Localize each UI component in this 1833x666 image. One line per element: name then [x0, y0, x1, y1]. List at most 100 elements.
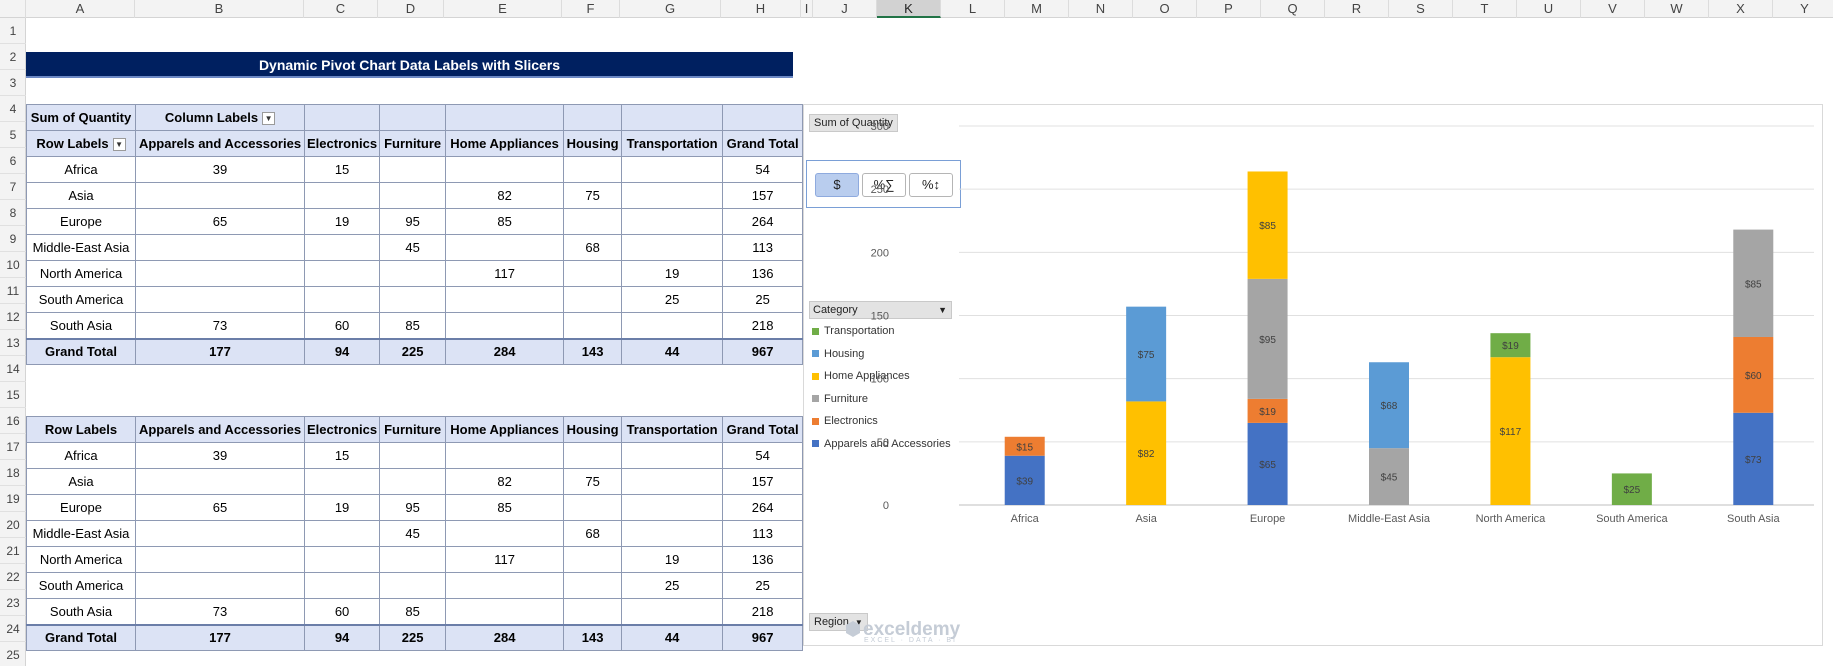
select-all-corner[interactable]	[0, 0, 26, 18]
value-cell[interactable]	[303, 182, 381, 209]
value-cell[interactable]	[135, 182, 305, 209]
bar-segment[interactable]	[1126, 306, 1167, 402]
value-cell[interactable]	[563, 286, 623, 313]
grand-total-cell[interactable]: 177	[135, 337, 305, 365]
row-header[interactable]: 23	[0, 590, 26, 616]
pivot-row[interactable]: Africa 39 15 54	[26, 156, 804, 183]
row-header[interactable]: 3	[0, 70, 26, 96]
grand-total-cell[interactable]: 967	[722, 623, 804, 651]
pivot-header-cell[interactable]: Housing	[563, 130, 623, 157]
value-cell[interactable]	[563, 208, 623, 235]
row-header[interactable]: 17	[0, 434, 26, 460]
value-cell[interactable]: 85	[445, 494, 565, 521]
row-header[interactable]: 12	[0, 304, 26, 330]
grand-total-row[interactable]: Grand Total 177 94 225 284 143 44 967	[26, 337, 804, 365]
pivot-header-cell[interactable]: Apparels and Accessories	[135, 416, 305, 443]
value-cell[interactable]	[563, 572, 623, 599]
pivot-chart[interactable]: Sum of Quantity $ %∑ %↕ Category ▼ Trans…	[803, 104, 1823, 646]
value-cell[interactable]: 68	[563, 234, 623, 261]
value-cell[interactable]	[445, 572, 565, 599]
legend-field-button[interactable]: Category ▼	[809, 301, 952, 319]
grand-total-cell[interactable]: 284	[445, 337, 565, 365]
column-header[interactable]: P	[1197, 0, 1261, 18]
grand-total-label[interactable]: Grand Total	[26, 623, 136, 651]
dollar-format-button[interactable]: $	[815, 173, 859, 197]
value-cell[interactable]	[379, 442, 447, 469]
value-cell[interactable]: 54	[722, 156, 804, 183]
bar-segment[interactable]	[1247, 422, 1288, 505]
value-cell[interactable]: 95	[379, 494, 447, 521]
grand-total-cell[interactable]: 44	[621, 623, 724, 651]
value-cell[interactable]: 157	[722, 468, 804, 495]
row-label-cell[interactable]: North America	[26, 260, 136, 287]
column-header[interactable]: R	[1325, 0, 1389, 18]
row-header[interactable]: 11	[0, 278, 26, 304]
value-cell[interactable]: 117	[445, 260, 565, 287]
value-cell[interactable]: 25	[722, 572, 804, 599]
value-cell[interactable]	[379, 286, 447, 313]
column-header[interactable]: E	[444, 0, 562, 18]
value-cell[interactable]	[303, 468, 381, 495]
row-header[interactable]: 22	[0, 564, 26, 590]
value-cell[interactable]	[135, 468, 305, 495]
pivot-corner-label[interactable]: Sum of Quantity	[26, 104, 136, 131]
grand-total-row[interactable]: Grand Total 177 94 225 284 143 44 967	[26, 623, 804, 651]
value-cell[interactable]	[379, 260, 447, 287]
row-label-cell[interactable]: North America	[26, 546, 136, 573]
value-cell[interactable]	[379, 572, 447, 599]
column-header[interactable]: F	[562, 0, 620, 18]
row-header[interactable]: 7	[0, 174, 26, 200]
bar-segment[interactable]	[1247, 278, 1288, 399]
value-cell[interactable]	[621, 468, 724, 495]
pivot-row[interactable]: North America 117 19 136	[26, 260, 804, 287]
bar-segment[interactable]	[1611, 473, 1652, 505]
row-label-cell[interactable]: Europe	[26, 208, 136, 235]
value-cell[interactable]: 15	[303, 442, 381, 469]
value-cell[interactable]: 113	[722, 234, 804, 261]
row-label-cell[interactable]: Middle-East Asia	[26, 234, 136, 261]
value-cell[interactable]	[563, 598, 623, 625]
column-header[interactable]: Q	[1261, 0, 1325, 18]
value-cell[interactable]	[621, 208, 724, 235]
value-cell[interactable]	[379, 546, 447, 573]
axis-field-button[interactable]: Region ▼	[809, 613, 868, 631]
grand-total-cell[interactable]: 94	[303, 337, 381, 365]
row-header[interactable]: 8	[0, 200, 26, 226]
pivot-row[interactable]: North America 117 19 136	[26, 546, 804, 573]
value-cell[interactable]	[563, 312, 623, 339]
grand-total-cell[interactable]: 44	[621, 337, 724, 365]
bar-segment[interactable]	[1490, 333, 1531, 358]
value-cell[interactable]	[135, 520, 305, 547]
value-cell[interactable]: 264	[722, 494, 804, 521]
pivot-row[interactable]: South America 25 25	[26, 572, 804, 599]
value-cell[interactable]: 45	[379, 520, 447, 547]
value-cell[interactable]	[135, 572, 305, 599]
value-cell[interactable]: 264	[722, 208, 804, 235]
column-header[interactable]: D	[378, 0, 444, 18]
pivot-row[interactable]: Middle-East Asia 45 68 113	[26, 520, 804, 547]
row-label-cell[interactable]: Africa	[26, 442, 136, 469]
bar-segment[interactable]	[1004, 455, 1045, 505]
value-cell[interactable]: 117	[445, 546, 565, 573]
pivot-row[interactable]: Europe 65 19 95 85 264	[26, 494, 804, 521]
row-label-cell[interactable]: Europe	[26, 494, 136, 521]
row-header[interactable]: 24	[0, 616, 26, 642]
bar-segment[interactable]	[1733, 229, 1774, 337]
value-cell[interactable]: 136	[722, 546, 804, 573]
bar-segment[interactable]	[1490, 357, 1531, 505]
row-label-cell[interactable]: South Asia	[26, 598, 136, 625]
bar-segment[interactable]	[1247, 398, 1288, 423]
row-header[interactable]: 25	[0, 642, 26, 666]
row-header[interactable]: 14	[0, 356, 26, 382]
pivot-header-cell[interactable]: Transportation	[621, 130, 724, 157]
row-label-cell[interactable]: South Asia	[26, 312, 136, 339]
pivot-header-cell[interactable]: Home Appliances	[445, 130, 565, 157]
pivot-row[interactable]: South Asia 73 60 85 218	[26, 312, 804, 339]
value-cell[interactable]	[303, 546, 381, 573]
pivot-table-2[interactable]: Row Labels Apparels and Accessories Elec…	[26, 416, 804, 651]
grand-total-cell[interactable]: 284	[445, 623, 565, 651]
column-header[interactable]: N	[1069, 0, 1133, 18]
row-header[interactable]: 21	[0, 538, 26, 564]
value-cell[interactable]: 73	[135, 598, 305, 625]
row-header[interactable]: 19	[0, 486, 26, 512]
